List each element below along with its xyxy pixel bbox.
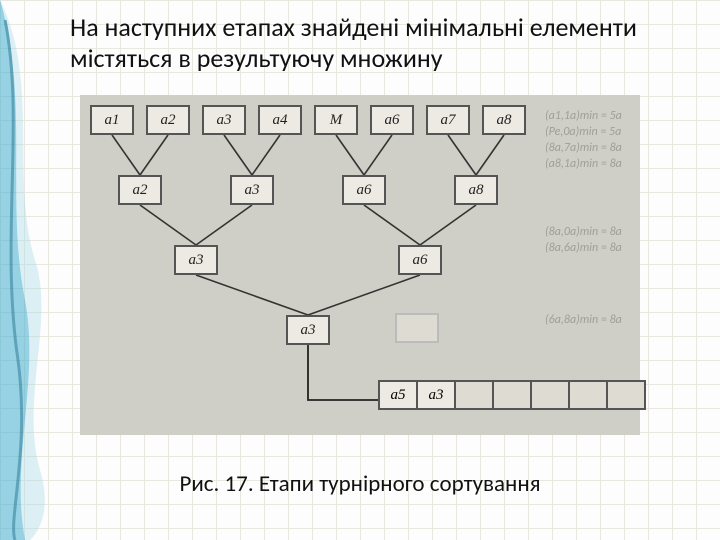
tree-node: M xyxy=(314,105,358,135)
tournament-diagram: a5a3 a1a2a3a4Ma6a7a8a2a3a6a8a3a6a3(a1,1a… xyxy=(80,95,640,435)
figure-caption: Рис. 17. Етапи турнірного сортування xyxy=(0,470,720,498)
result-cell: a3 xyxy=(416,380,456,410)
tree-node: a8 xyxy=(454,175,498,205)
tree-node: a3 xyxy=(230,175,274,205)
tree-node: a6 xyxy=(398,245,442,275)
result-cell xyxy=(530,380,570,410)
tree-node: a8 xyxy=(482,105,526,135)
result-cell xyxy=(492,380,532,410)
faded-annotation: (8a,0a)min = 8a xyxy=(545,225,622,239)
tree-node: a1 xyxy=(90,105,134,135)
tree-node: a2 xyxy=(118,175,162,205)
tree-node: a7 xyxy=(426,105,470,135)
faded-annotation: (6a,8a)min = 8a xyxy=(545,313,622,327)
faded-annotation: (8a,7a)min = 8a xyxy=(545,141,622,155)
page-title: На наступних етапах знайдені мінімальні … xyxy=(70,12,690,74)
faded-annotation: (Pe,0a)min = 5a xyxy=(545,125,621,139)
result-cell xyxy=(606,380,646,410)
faded-annotation: (8a,6a)min = 8a xyxy=(545,241,622,255)
result-array: a5a3 xyxy=(380,380,646,410)
tree-node: a6 xyxy=(342,175,386,205)
result-cell xyxy=(454,380,494,410)
side-decoration xyxy=(0,0,60,540)
tree-node: a2 xyxy=(146,105,190,135)
tree-node: a4 xyxy=(258,105,302,135)
tree-node: a3 xyxy=(174,245,218,275)
tree-node: a3 xyxy=(286,315,330,345)
tree-node: a3 xyxy=(202,105,246,135)
tree-node: a6 xyxy=(370,105,414,135)
result-cell: a5 xyxy=(378,380,418,410)
result-cell xyxy=(568,380,608,410)
ghost-node xyxy=(395,313,439,343)
faded-annotation: (a8,1a)min = 8a xyxy=(545,157,622,171)
faded-annotation: (a1,1a)min = 5a xyxy=(545,109,622,123)
